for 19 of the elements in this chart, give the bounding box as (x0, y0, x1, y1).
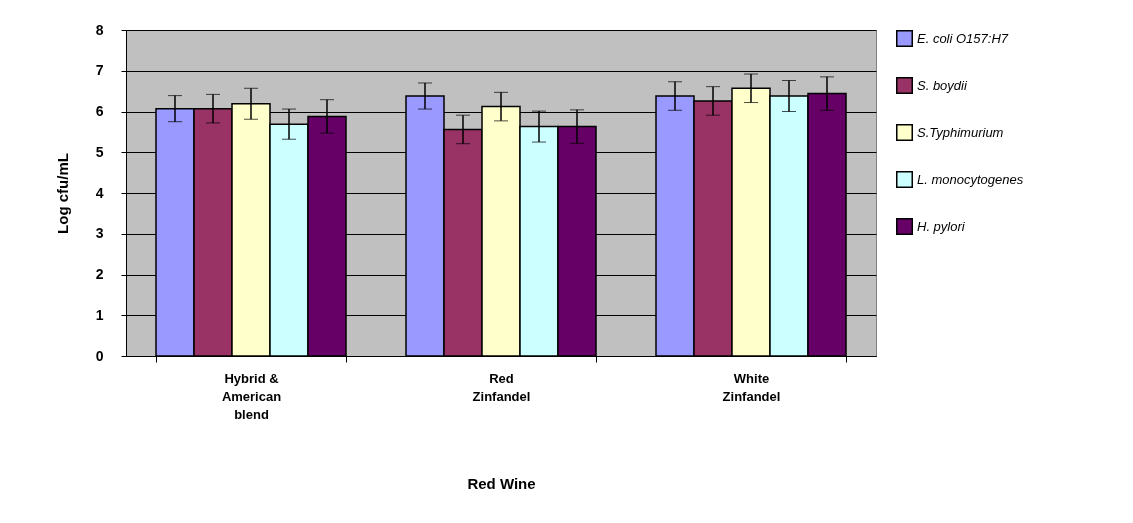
y-tick-label: 1 (95, 306, 104, 323)
legend-label: S. boydii (917, 77, 968, 93)
y-tick-label: 8 (95, 21, 104, 38)
legend-label: E. coli O157:H7 (917, 30, 1009, 46)
x-axis-title: Red Wine (467, 474, 536, 492)
x-tick-label: White Zinfandel (722, 370, 781, 404)
y-tick-label: 7 (95, 62, 104, 79)
legend-label: H. pylori (917, 218, 966, 234)
x-tick-label: Red Zinfandel (472, 370, 531, 404)
y-axis-title: Log cfu/mL (53, 153, 71, 234)
legend-label: S.Typhimurium (917, 124, 1004, 140)
y-tick-label: 3 (95, 225, 104, 242)
y-tick-label: 5 (95, 143, 104, 160)
y-tick-label: 0 (95, 347, 104, 364)
legend-label: L. monocytogenes (917, 171, 1024, 187)
x-tick-label: Hybrid & American blend (221, 370, 282, 422)
y-tick-label: 2 (95, 266, 104, 282)
y-tick-label: 4 (95, 184, 104, 201)
y-tick-label: 6 (95, 103, 104, 119)
